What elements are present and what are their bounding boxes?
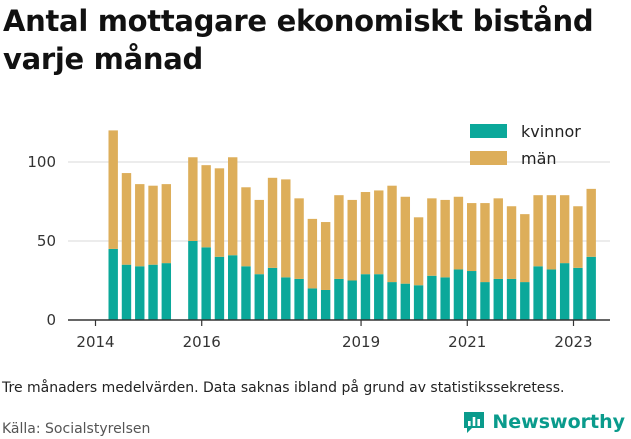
y-tick-label: 100 (27, 153, 56, 171)
bar-kvinnor (387, 282, 397, 320)
bar-kvinnor (520, 282, 530, 320)
x-tick-label: 2016 (183, 333, 221, 351)
bar-man (493, 198, 503, 279)
bar-kvinnor (241, 266, 251, 320)
bar-man (559, 195, 570, 264)
legend-swatch-man (470, 151, 507, 165)
bar-kvinnor (453, 269, 464, 320)
y-tick-label: 50 (37, 232, 56, 250)
bars (108, 130, 596, 320)
bar-man (267, 177, 278, 268)
chart-title: Antal mottagare ekonomiskt bistånd varje… (3, 4, 594, 76)
bar-kvinnor (201, 247, 211, 320)
x-axis-ticks: 2014 2016 2019 2021 2023 (76, 320, 593, 351)
bar-man (506, 206, 517, 279)
bar-kvinnor (294, 278, 304, 320)
newsworthy-logo[interactable]: Newsworthy (461, 408, 625, 436)
newsworthy-logo-text: Newsworthy (492, 411, 625, 433)
x-tick-label: 2014 (76, 333, 114, 351)
bar-man (188, 157, 198, 241)
bar-man (400, 196, 411, 284)
bar-kvinnor (573, 267, 583, 320)
bar-man (281, 179, 291, 278)
bar-man (546, 195, 557, 270)
bar-man (520, 214, 530, 283)
bar-kvinnor (427, 275, 437, 320)
bar-man (533, 195, 543, 267)
chart-canvas: 0 50 100 2014 2016 2019 2021 2023 kvinnor män (27, 122, 610, 351)
bar-kvinnor (320, 289, 331, 320)
bar-man (135, 184, 145, 267)
y-axis-ticks: 0 50 100 (27, 153, 56, 329)
x-tick-label: 2023 (554, 333, 592, 351)
bar-man (228, 157, 238, 256)
legend-label-kvinnor: kvinnor (521, 122, 581, 141)
bar-kvinnor (493, 278, 503, 320)
bar-kvinnor (135, 266, 145, 320)
bar-man (294, 198, 304, 279)
bar-kvinnor (334, 278, 344, 320)
bar-man (201, 165, 211, 248)
chart-note: Tre månaders medelvärden. Data saknas ib… (2, 380, 565, 396)
bar-man (440, 199, 450, 278)
bar-man (254, 199, 264, 275)
bar-kvinnor (374, 274, 384, 320)
bar-kvinnor (148, 264, 158, 320)
bar-kvinnor (108, 248, 118, 320)
bar-man (374, 190, 384, 275)
bar-kvinnor (400, 283, 411, 320)
bar-man (413, 217, 424, 286)
bar-man (214, 168, 225, 257)
bar-man (480, 203, 490, 283)
bar-kvinnor (121, 264, 132, 320)
bar-man (573, 206, 583, 268)
bar-man (453, 196, 464, 270)
bar-kvinnor (467, 271, 477, 320)
legend: kvinnor män (470, 122, 581, 168)
source-credit: Källa: Socialstyrelsen (2, 421, 151, 437)
bar-kvinnor (559, 263, 570, 320)
bar-man (108, 130, 118, 249)
bar-kvinnor (281, 277, 291, 320)
bar-kvinnor (413, 285, 424, 320)
x-tick-label: 2021 (448, 333, 486, 351)
bar-kvinnor (254, 274, 264, 320)
bar-kvinnor (188, 241, 198, 320)
bar-man (586, 188, 596, 257)
bar-kvinnor (267, 267, 278, 320)
bar-man (241, 187, 251, 267)
bar-kvinnor (533, 266, 543, 320)
bar-kvinnor (480, 282, 490, 320)
bar-kvinnor (586, 256, 596, 320)
bar-man (148, 185, 158, 265)
legend-label-man: män (521, 149, 557, 168)
newsworthy-logo-icon (464, 412, 485, 433)
bar-man (320, 222, 331, 290)
bar-man (334, 195, 344, 279)
y-tick-label: 0 (46, 311, 56, 329)
bar-man (427, 198, 437, 276)
bar-man (347, 199, 357, 281)
bar-man (307, 218, 318, 289)
bar-man (387, 185, 397, 283)
bar-man (161, 184, 172, 264)
bar-man (360, 192, 371, 275)
bar-kvinnor (506, 278, 517, 320)
bar-kvinnor (546, 269, 557, 320)
bar-kvinnor (440, 277, 450, 320)
legend-swatch-kvinnor (470, 124, 507, 138)
bar-kvinnor (161, 263, 172, 320)
bar-kvinnor (214, 256, 225, 320)
bar-man (121, 173, 132, 265)
bar-kvinnor (347, 280, 357, 320)
bar-kvinnor (228, 255, 238, 320)
x-tick-label: 2019 (342, 333, 380, 351)
bar-man (467, 203, 477, 272)
bar-kvinnor (307, 288, 318, 320)
bar-kvinnor (360, 274, 371, 320)
